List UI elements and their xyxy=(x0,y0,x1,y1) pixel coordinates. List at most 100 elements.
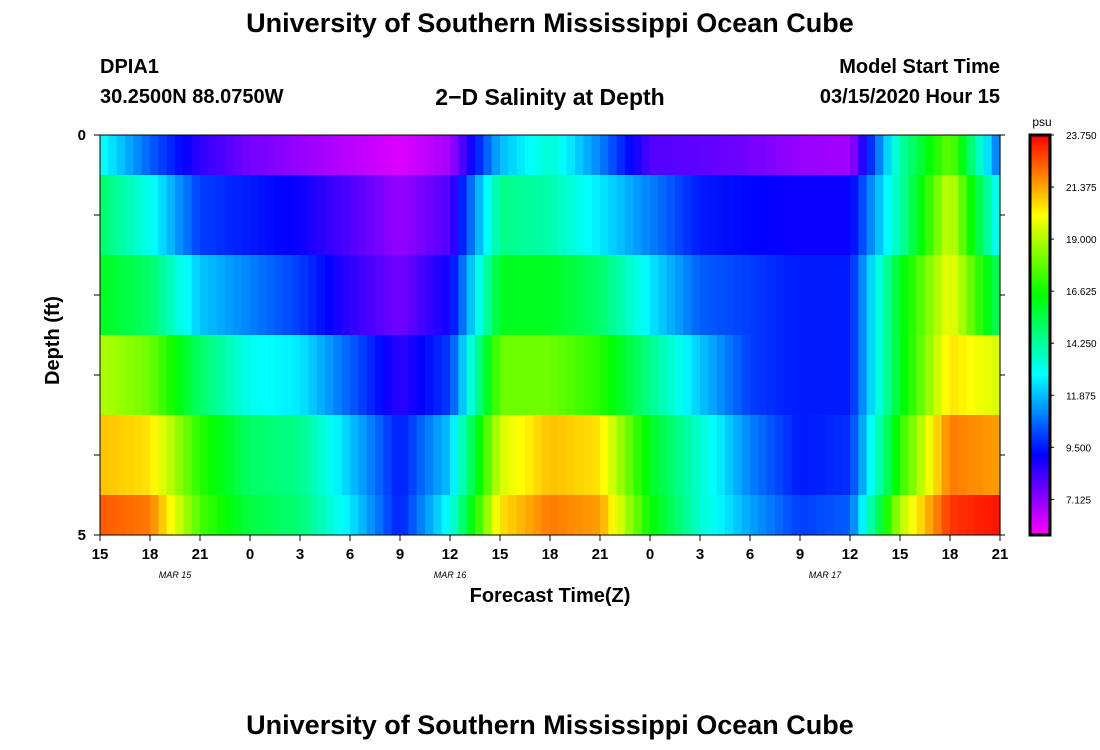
heatmap-cell-r0 xyxy=(166,135,176,176)
heatmap-cell-r5 xyxy=(366,495,376,536)
heatmap-cell-r5 xyxy=(275,495,284,536)
heatmap-cell-r1 xyxy=(325,175,334,256)
heatmap-cell-r1 xyxy=(716,175,726,256)
heatmap-cell-r2 xyxy=(816,255,826,336)
heatmap-cell-r0 xyxy=(508,135,518,176)
heatmap-cell-r4 xyxy=(733,415,743,496)
x-axis: 15 18 21 0 3 6 9 12 15 18 21 0 3 6 9 12 15 18 21 xyxy=(92,535,1008,563)
heatmap-cell-r0 xyxy=(225,135,234,176)
heatmap-cell-r4 xyxy=(350,415,359,496)
x-tick-label: 15 xyxy=(892,546,909,563)
heatmap-cell-r1 xyxy=(433,175,443,256)
heatmap-cell-r0 xyxy=(483,135,493,176)
heatmap-cell-r1 xyxy=(283,175,293,256)
heatmap-cell-r4 xyxy=(483,415,493,496)
heatmap-cell-r3 xyxy=(758,335,768,416)
heatmap-cell-r5 xyxy=(575,495,584,536)
heatmap-cell-r3 xyxy=(700,335,709,416)
heatmap-cell-r1 xyxy=(541,175,551,256)
heatmap-cell-r3 xyxy=(316,335,326,416)
heatmap-cell-r3 xyxy=(125,335,134,416)
heatmap-cell-r0 xyxy=(341,135,351,176)
heatmap-cell-r4 xyxy=(316,415,326,496)
heatmap-cell-r3 xyxy=(575,335,584,416)
heatmap-cell-r0 xyxy=(308,135,318,176)
heatmap-cell-r4 xyxy=(883,415,893,496)
heatmap-cell-r4 xyxy=(875,415,884,496)
heatmap-cell-r2 xyxy=(191,255,201,336)
heatmap-cell-r2 xyxy=(583,255,593,336)
heatmap-cell-r1 xyxy=(291,175,301,256)
heatmap-cell-r4 xyxy=(841,415,851,496)
heatmap-cell-r3 xyxy=(891,335,901,416)
heatmap-cell-r5 xyxy=(191,495,201,536)
heatmap-cell-r1 xyxy=(525,175,534,256)
heatmap-cell-r0 xyxy=(616,135,626,176)
heatmap-cell-r0 xyxy=(716,135,726,176)
heatmap-cell-r4 xyxy=(300,415,309,496)
heatmap-cell-r4 xyxy=(625,415,634,496)
heatmap-cell-r5 xyxy=(791,495,801,536)
x-tick-label: 0 xyxy=(646,546,654,563)
heatmap-cell-r0 xyxy=(433,135,443,176)
heatmap-cell-r0 xyxy=(100,135,109,176)
heatmap-cell-r1 xyxy=(908,175,918,256)
heatmap-cell-r5 xyxy=(975,495,984,536)
date-label: MAR 17 xyxy=(809,570,843,580)
heatmap-cell-r0 xyxy=(816,135,826,176)
heatmap-cell-r0 xyxy=(883,135,893,176)
heatmap-cell-r4 xyxy=(166,415,176,496)
heatmap-cell-r0 xyxy=(908,135,918,176)
heatmap-cell-r3 xyxy=(625,335,634,416)
heatmap-cell-r2 xyxy=(508,255,518,336)
heatmap-cell-r5 xyxy=(816,495,826,536)
heatmap-cell-r4 xyxy=(683,415,693,496)
heatmap-cell-r4 xyxy=(116,415,126,496)
heatmap-cell-r1 xyxy=(941,175,951,256)
heatmap-cell-r3 xyxy=(658,335,668,416)
heatmap-cell-r1 xyxy=(366,175,376,256)
heatmap-cell-r4 xyxy=(641,415,651,496)
heatmap-cell-r2 xyxy=(825,255,834,336)
heatmap-cell-r4 xyxy=(458,415,468,496)
heatmap-cell-r2 xyxy=(983,255,993,336)
heatmap-cell-r1 xyxy=(150,175,159,256)
heatmap-cell-r3 xyxy=(341,335,351,416)
heatmap-cell-r0 xyxy=(708,135,718,176)
heatmap-cell-r3 xyxy=(608,335,618,416)
chart-title: 2−D Salinity at Depth xyxy=(435,84,665,110)
heatmap-cell-r3 xyxy=(858,335,868,416)
heatmap-cell-r4 xyxy=(916,415,926,496)
x-tick-label: 9 xyxy=(796,546,804,563)
heatmap-cell-r0 xyxy=(450,135,459,176)
heatmap-cell-r5 xyxy=(625,495,634,536)
heatmap-cell-r2 xyxy=(433,255,443,336)
heatmap-cell-r0 xyxy=(550,135,559,176)
heatmap-cell-r2 xyxy=(800,255,809,336)
heatmap-cell-r4 xyxy=(558,415,568,496)
colorbar-tick-label: 16.625 xyxy=(1066,287,1097,298)
heatmap-cell-r2 xyxy=(391,255,401,336)
heatmap-cell-r3 xyxy=(500,335,509,416)
heatmap-cell-r0 xyxy=(950,135,959,176)
heatmap-cell-r0 xyxy=(941,135,951,176)
heatmap-cell-r1 xyxy=(491,175,501,256)
heatmap-cell-r3 xyxy=(400,335,409,416)
heatmap-cell-r2 xyxy=(783,255,793,336)
heatmap-cell-r4 xyxy=(783,415,793,496)
heatmap-cell-r0 xyxy=(758,135,768,176)
heatmap-cell-r3 xyxy=(825,335,834,416)
heatmap-cell-r0 xyxy=(191,135,201,176)
heatmap-cell-r3 xyxy=(258,335,268,416)
heatmap-cell-r1 xyxy=(925,175,934,256)
heatmap-cell-r3 xyxy=(950,335,959,416)
heatmap-cell-r5 xyxy=(383,495,393,536)
y-tick-label: 0 xyxy=(78,127,86,144)
heatmap-cell-r0 xyxy=(391,135,401,176)
heatmap-cell-r1 xyxy=(950,175,959,256)
heatmap-cell-r3 xyxy=(158,335,168,416)
heatmap-cell-r2 xyxy=(400,255,409,336)
heatmap-cell-r4 xyxy=(966,415,976,496)
heatmap-cell-r3 xyxy=(375,335,384,416)
heatmap-cell-r1 xyxy=(391,175,401,256)
